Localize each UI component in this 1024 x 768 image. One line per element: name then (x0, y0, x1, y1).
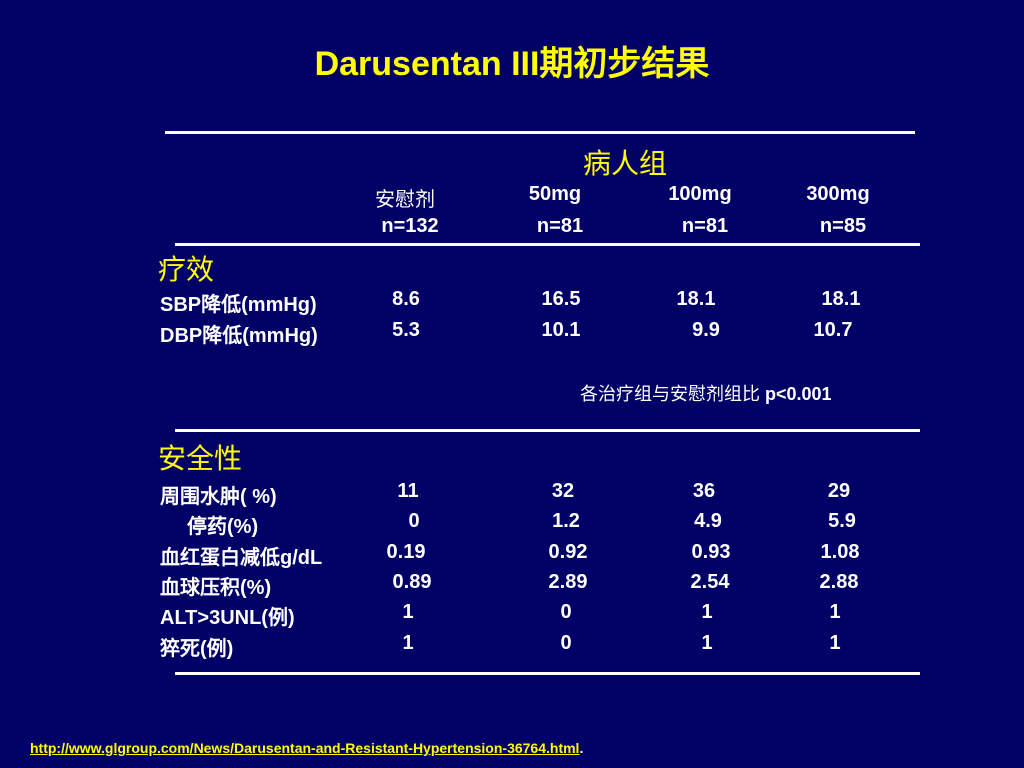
efficacy-row-sbp: SBP降低(mmHg) 8.6 16.5 18.1 18.1 (0, 288, 1024, 316)
cell-value: 0.93 (691, 541, 731, 563)
safety-row-sudden-death: 猝死(例) 1 0 1 1 (0, 632, 1024, 660)
row-label: ALT>3UNL(例) (160, 607, 295, 629)
safety-row-alt: ALT>3UNL(例) 1 0 1 1 (0, 601, 1024, 629)
col-dose-100mg: 100mg (668, 183, 732, 205)
cell-value: 9.9 (692, 319, 720, 341)
cell-value: 1 (701, 601, 713, 623)
p-value: p<0.001 (765, 384, 832, 404)
cell-value: 1.08 (820, 541, 860, 563)
cell-value: 5.3 (392, 319, 420, 341)
bottom-rule (175, 672, 920, 675)
slide-title: Darusentan III期初步结果 (314, 45, 710, 83)
cell-value: 0 (560, 632, 572, 654)
cell-value: 11 (397, 480, 419, 502)
col-dose-50mg: 50mg (528, 183, 582, 205)
safety-heading: 安全性 (158, 443, 243, 474)
efficacy-heading: 疗效 (158, 254, 215, 285)
cell-value: 18.1 (676, 288, 716, 310)
row-label: 血球压积(%) (160, 577, 272, 599)
cell-value: 0 (560, 601, 572, 623)
row-label: SBP降低(mmHg) (160, 294, 317, 316)
source-link[interactable]: http://www.glgroup.com/News/Darusentan-a… (30, 740, 580, 756)
safety-row-edema: 周围水肿( %) 11 32 36 29 (0, 480, 1024, 508)
efficacy-rule (175, 429, 920, 432)
safety-row-hemoglobin: 血红蛋白减低g/dL 0.19 0.92 0.93 1.08 (0, 541, 1024, 569)
cell-value: 0.89 (392, 571, 432, 593)
comparison-note: 各治疗组与安慰剂组比 p<0.001 (580, 380, 832, 406)
cell-value: 0.19 (386, 541, 426, 563)
source-line: http://www.glgroup.com/News/Darusentan-a… (30, 740, 583, 756)
header-rule (175, 243, 920, 246)
cell-value: 10.7 (813, 319, 853, 341)
cell-value: 1 (829, 601, 841, 623)
col-n-placebo: n=132 (381, 215, 439, 237)
cell-value: 1 (829, 632, 841, 654)
cell-value: 29 (827, 480, 851, 502)
row-label: 血红蛋白减低g/dL (160, 547, 323, 569)
safety-row-hematocrit: 血球压积(%) 0.89 2.89 2.54 2.88 (0, 571, 1024, 599)
top-rule (165, 131, 915, 134)
cell-value: 2.54 (690, 571, 730, 593)
source-suffix: . (579, 740, 584, 756)
col-dose-300mg: 300mg (806, 183, 870, 205)
row-label: 猝死(例) (160, 638, 234, 660)
cell-value: 2.88 (819, 571, 859, 593)
cell-value: 2.89 (548, 571, 588, 593)
cell-value: 32 (551, 480, 575, 502)
col-n-50mg: n=81 (536, 215, 584, 237)
cell-value: 4.9 (694, 510, 722, 532)
cell-value: 16.5 (541, 288, 581, 310)
row-label: 停药(%) (187, 516, 259, 538)
col-dose-placebo: 安慰剂 (375, 189, 435, 211)
cell-value: 1.2 (552, 510, 580, 532)
cell-value: 8.6 (392, 288, 420, 310)
comparison-note-text: 各治疗组与安慰剂组比 (580, 384, 760, 404)
cell-value: 0.92 (548, 541, 588, 563)
cell-value: 18.1 (821, 288, 861, 310)
cell-value: 1 (402, 632, 414, 654)
cell-value: 1 (402, 601, 414, 623)
col-n-300mg: n=85 (819, 215, 867, 237)
cell-value: 5.9 (828, 510, 856, 532)
cell-value: 36 (692, 480, 716, 502)
col-n-100mg: n=81 (681, 215, 729, 237)
cell-value: 1 (701, 632, 713, 654)
row-label: DBP降低(mmHg) (160, 325, 318, 347)
cell-value: 0 (408, 510, 420, 532)
cell-value: 10.1 (541, 319, 581, 341)
group-header: 病人组 (582, 148, 667, 179)
efficacy-row-dbp: DBP降低(mmHg) 5.3 10.1 9.9 10.7 (0, 319, 1024, 347)
safety-row-discontinue: 停药(%) 0 1.2 4.9 5.9 (0, 510, 1024, 538)
row-label: 周围水肿( %) (160, 486, 277, 508)
